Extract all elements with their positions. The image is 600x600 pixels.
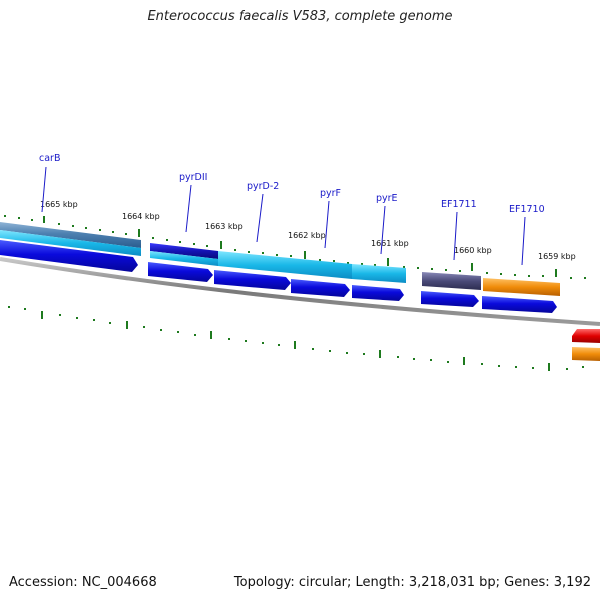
gene-label-carB[interactable]: carB [39, 153, 60, 164]
scale-labels: 1665 kbp 1664 kbp 1663 kbp 1662 kbp 1661… [40, 200, 576, 261]
scale-label-1662: 1662 kbp [288, 231, 326, 240]
right-edge-features [572, 329, 600, 361]
feature-track-outer [0, 222, 560, 296]
gene-labels: carB pyrDII pyrD-2 pyrF pyrE EF1711 EF17… [39, 153, 545, 215]
scale-label-1661: 1661 kbp [371, 239, 409, 248]
cds-arrow-EF1710[interactable] [482, 296, 557, 313]
accession-text: Accession: NC_004668 [9, 575, 157, 590]
gene-label-pyrD-2[interactable]: pyrD-2 [247, 181, 279, 192]
genome-summary-text: Topology: circular; Length: 3,218,031 bp… [233, 575, 591, 590]
gene-block-pyrDII-cyan[interactable] [150, 251, 218, 266]
gene-block-pyrE[interactable] [352, 264, 406, 283]
cds-arrow-carB[interactable] [0, 240, 138, 272]
gene-label-pyrDII[interactable]: pyrDII [179, 172, 207, 183]
gene-block-carB[interactable] [0, 222, 141, 248]
gene-label-pyrF[interactable]: pyrF [320, 188, 341, 199]
gene-label-EF1711[interactable]: EF1711 [441, 199, 477, 210]
cds-arrow-pyrF[interactable] [291, 279, 350, 297]
gene-leader-lines [41, 166, 526, 266]
cds-arrow-pyrD-2[interactable] [214, 270, 291, 290]
cds-arrows [0, 240, 557, 313]
upper-scale-ticks [4, 215, 586, 279]
gene-block-EF1711[interactable] [422, 272, 481, 290]
lower-scale-ticks [8, 306, 584, 371]
cds-arrow-pyrDII[interactable] [148, 262, 213, 282]
gene-block-pyrDII[interactable] [150, 243, 218, 259]
scale-label-1663: 1663 kbp [205, 222, 243, 231]
gene-block-pyrD-2[interactable] [218, 251, 352, 279]
gene-block-carB-cyan[interactable] [0, 230, 141, 256]
genome-backbone [0, 257, 600, 326]
scale-label-1660: 1660 kbp [454, 246, 492, 255]
gene-block-EF1710[interactable] [483, 278, 560, 296]
scale-label-1664: 1664 kbp [122, 212, 160, 221]
scale-label-1665: 1665 kbp [40, 200, 78, 209]
cds-arrow-pyrE[interactable] [352, 285, 404, 301]
gene-label-EF1710[interactable]: EF1710 [509, 204, 545, 215]
cds-arrow-EF1711[interactable] [421, 291, 479, 307]
map-title: Enterococcus faecalis V583, complete gen… [147, 9, 453, 24]
scale-label-1659: 1659 kbp [538, 252, 576, 261]
gene-label-pyrE[interactable]: pyrE [376, 193, 398, 204]
gene-block-red[interactable] [572, 329, 600, 343]
gene-block-orange-edge[interactable] [572, 347, 600, 361]
